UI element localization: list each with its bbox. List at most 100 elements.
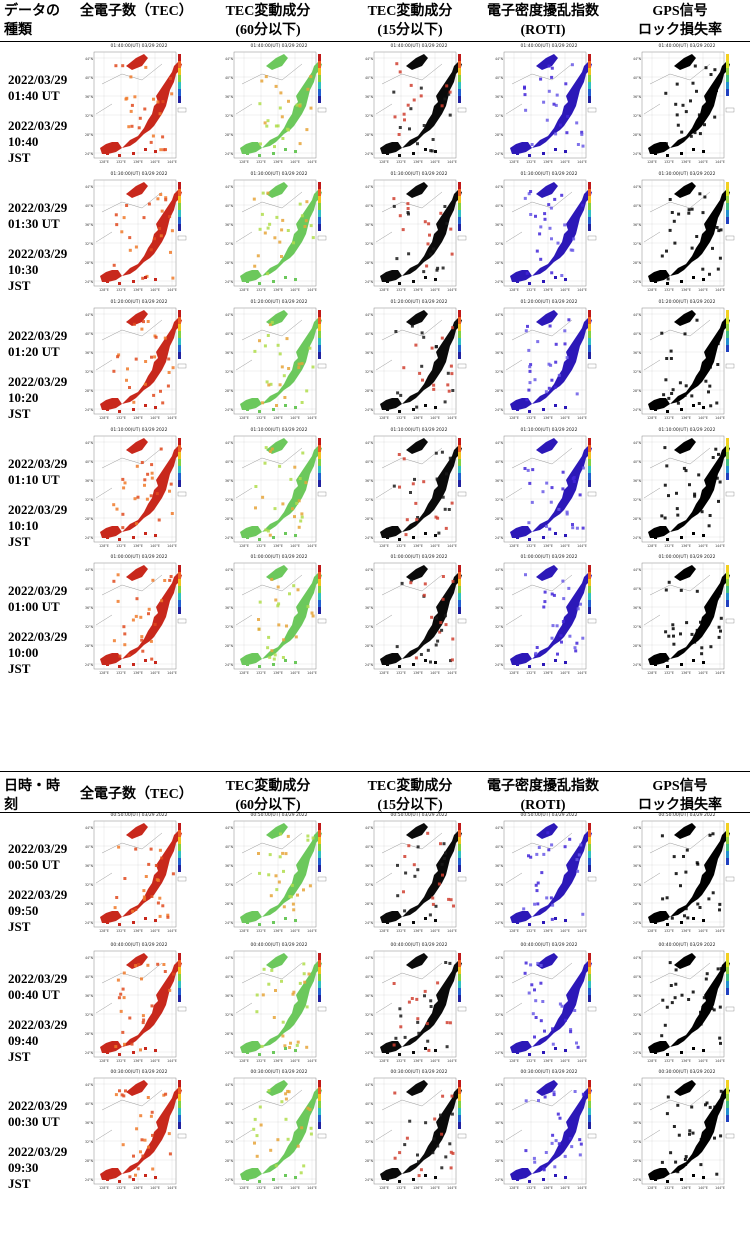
label-ut: 01:40 UT [8,88,60,103]
svg-text:144°E: 144°E [715,416,725,420]
map-panel-roti: 01:10:00(UT) 03/29 2022 44°N 40°N 36°N 32°N 2… [492,428,602,554]
header-divider [0,41,750,42]
svg-text:128°E: 128°E [379,288,389,292]
japan-map: 44°N 40°N 36°N 32°N 28°N 24°N 128°E 132°E 136°E 1… [495,51,597,164]
svg-text:144°E: 144°E [167,416,177,420]
svg-text:128°E: 128°E [379,160,389,164]
svg-text:144°E: 144°E [577,160,587,164]
svg-text:32°N: 32°N [495,883,504,887]
svg-text:40°N: 40°N [365,204,374,208]
svg-text:32°N: 32°N [365,370,374,374]
svg-text:140°E: 140°E [698,671,708,675]
japan-map: 44°N 40°N 36°N 32°N 28°N 24°N 128°E 132°E 136°E 1… [495,820,597,933]
map-panel-gps: 00:30:00(UT) 03/29 2022 44°N 40°N 36°N 32°N 2… [630,1070,740,1196]
map-timestamp: 01:40:00(UT) 03/29 2022 [250,44,308,49]
svg-text:28°N: 28°N [633,389,642,393]
svg-text:36°N: 36°N [85,223,94,227]
svg-text:32°N: 32°N [495,370,504,374]
svg-text:24°N: 24°N [85,280,94,284]
svg-text:40°N: 40°N [633,460,642,464]
svg-text:36°N: 36°N [495,95,504,99]
svg-text:132°E: 132°E [396,160,406,164]
svg-text:140°E: 140°E [698,416,708,420]
svg-text:140°E: 140°E [290,929,300,933]
svg-text:144°E: 144°E [715,160,725,164]
timestamp-row: 2022/03/29 01:40 UT 2022/03/29 10:40 JST 01:4… [0,44,750,170]
svg-text:136°E: 136°E [543,671,553,675]
row-label: 2022/03/29 00:30 UT 2022/03/29 09:30 JST [8,1098,78,1192]
svg-text:28°N: 28°N [633,261,642,265]
svg-text:136°E: 136°E [681,929,691,933]
map-timestamp: 01:00:00(UT) 03/29 2022 [250,555,308,560]
svg-text:44°N: 44°N [633,185,642,189]
svg-text:28°N: 28°N [365,517,374,521]
svg-text:36°N: 36°N [495,994,504,998]
svg-text:40°N: 40°N [365,587,374,591]
svg-text:140°E: 140°E [560,1186,570,1190]
svg-text:44°N: 44°N [85,313,94,317]
svg-text:40°N: 40°N [85,975,94,979]
svg-text:24°N: 24°N [365,280,374,284]
svg-text:136°E: 136°E [413,1186,423,1190]
japan-map: 44°N 40°N 36°N 32°N 28°N 24°N 128°E 132°E 136°E 1… [633,435,735,548]
japan-map: 44°N 40°N 36°N 32°N 28°N 24°N 128°E 132°E 136°E 1… [495,179,597,292]
svg-text:44°N: 44°N [365,956,374,960]
svg-text:28°N: 28°N [85,902,94,906]
svg-text:40°N: 40°N [495,845,504,849]
svg-text:40°N: 40°N [85,845,94,849]
svg-text:132°E: 132°E [396,1186,406,1190]
table-header-top: データの 種類 全電子数（TEC） TEC変動成分 (60分以下) TEC変動成… [0,0,750,42]
svg-text:24°N: 24°N [85,1178,94,1182]
svg-text:32°N: 32°N [633,114,642,118]
svg-text:140°E: 140°E [290,288,300,292]
map-timestamp: 01:10:00(UT) 03/29 2022 [390,428,448,433]
svg-text:136°E: 136°E [133,160,143,164]
svg-text:36°N: 36°N [633,1121,642,1125]
header-tec15: TEC変動成分 (15分以下) [350,2,470,40]
svg-text:36°N: 36°N [225,606,234,610]
label-date2: 2022/03/29 [8,118,68,133]
svg-text:132°E: 132°E [526,160,536,164]
svg-text:40°N: 40°N [85,1102,94,1106]
svg-text:140°E: 140°E [698,160,708,164]
timestamp-row: 2022/03/29 01:00 UT 2022/03/29 10:00 JST 01:0… [0,555,750,681]
svg-text:144°E: 144°E [447,288,457,292]
svg-text:24°N: 24°N [633,536,642,540]
map-panel-tec15: 01:00:00(UT) 03/29 2022 44°N 40°N 36°N 32°N 2… [362,555,472,681]
label-jst: JST [8,534,31,549]
header-gps: GPS信号 ロック損失率 [620,2,740,40]
svg-text:40°N: 40°N [633,204,642,208]
japan-map: 44°N 40°N 36°N 32°N 28°N 24°N 128°E 132°E 136°E 1… [633,562,735,675]
svg-text:24°N: 24°N [495,536,504,540]
svg-text:132°E: 132°E [664,1059,674,1063]
svg-text:128°E: 128°E [647,544,657,548]
svg-text:40°N: 40°N [225,332,234,336]
row-label: 2022/03/29 00:40 UT 2022/03/29 09:40 JST [8,971,78,1065]
label-jst: JST [8,150,31,165]
svg-text:136°E: 136°E [413,416,423,420]
svg-text:36°N: 36°N [495,864,504,868]
japan-map: 44°N 40°N 36°N 32°N 28°N 24°N 128°E 132°E 136°E 1… [495,307,597,420]
svg-text:132°E: 132°E [664,160,674,164]
svg-text:32°N: 32°N [365,1013,374,1017]
svg-text:40°N: 40°N [633,587,642,591]
map-timestamp: 00:30:00(UT) 03/29 2022 [250,1070,308,1075]
svg-text:32°N: 32°N [225,498,234,502]
header-data-type: データの 種類 [4,2,62,40]
map-timestamp: 00:30:00(UT) 03/29 2022 [110,1070,168,1075]
svg-text:132°E: 132°E [396,288,406,292]
svg-text:40°N: 40°N [633,76,642,80]
svg-text:136°E: 136°E [413,1059,423,1063]
svg-text:36°N: 36°N [225,864,234,868]
svg-text:132°E: 132°E [664,416,674,420]
header-text: (ROTI) [520,23,566,38]
svg-text:24°N: 24°N [633,152,642,156]
japan-map: 44°N 40°N 36°N 32°N 28°N 24°N 128°E 132°E 136°E 1… [495,435,597,548]
svg-text:144°E: 144°E [307,929,317,933]
svg-text:44°N: 44°N [85,1083,94,1087]
map-panel-tec: 01:40:00(UT) 03/29 2022 44°N 40°N 36°N 32°N 2… [82,44,192,170]
svg-text:44°N: 44°N [365,568,374,572]
svg-text:32°N: 32°N [85,242,94,246]
svg-text:44°N: 44°N [225,826,234,830]
svg-text:132°E: 132°E [256,1186,266,1190]
